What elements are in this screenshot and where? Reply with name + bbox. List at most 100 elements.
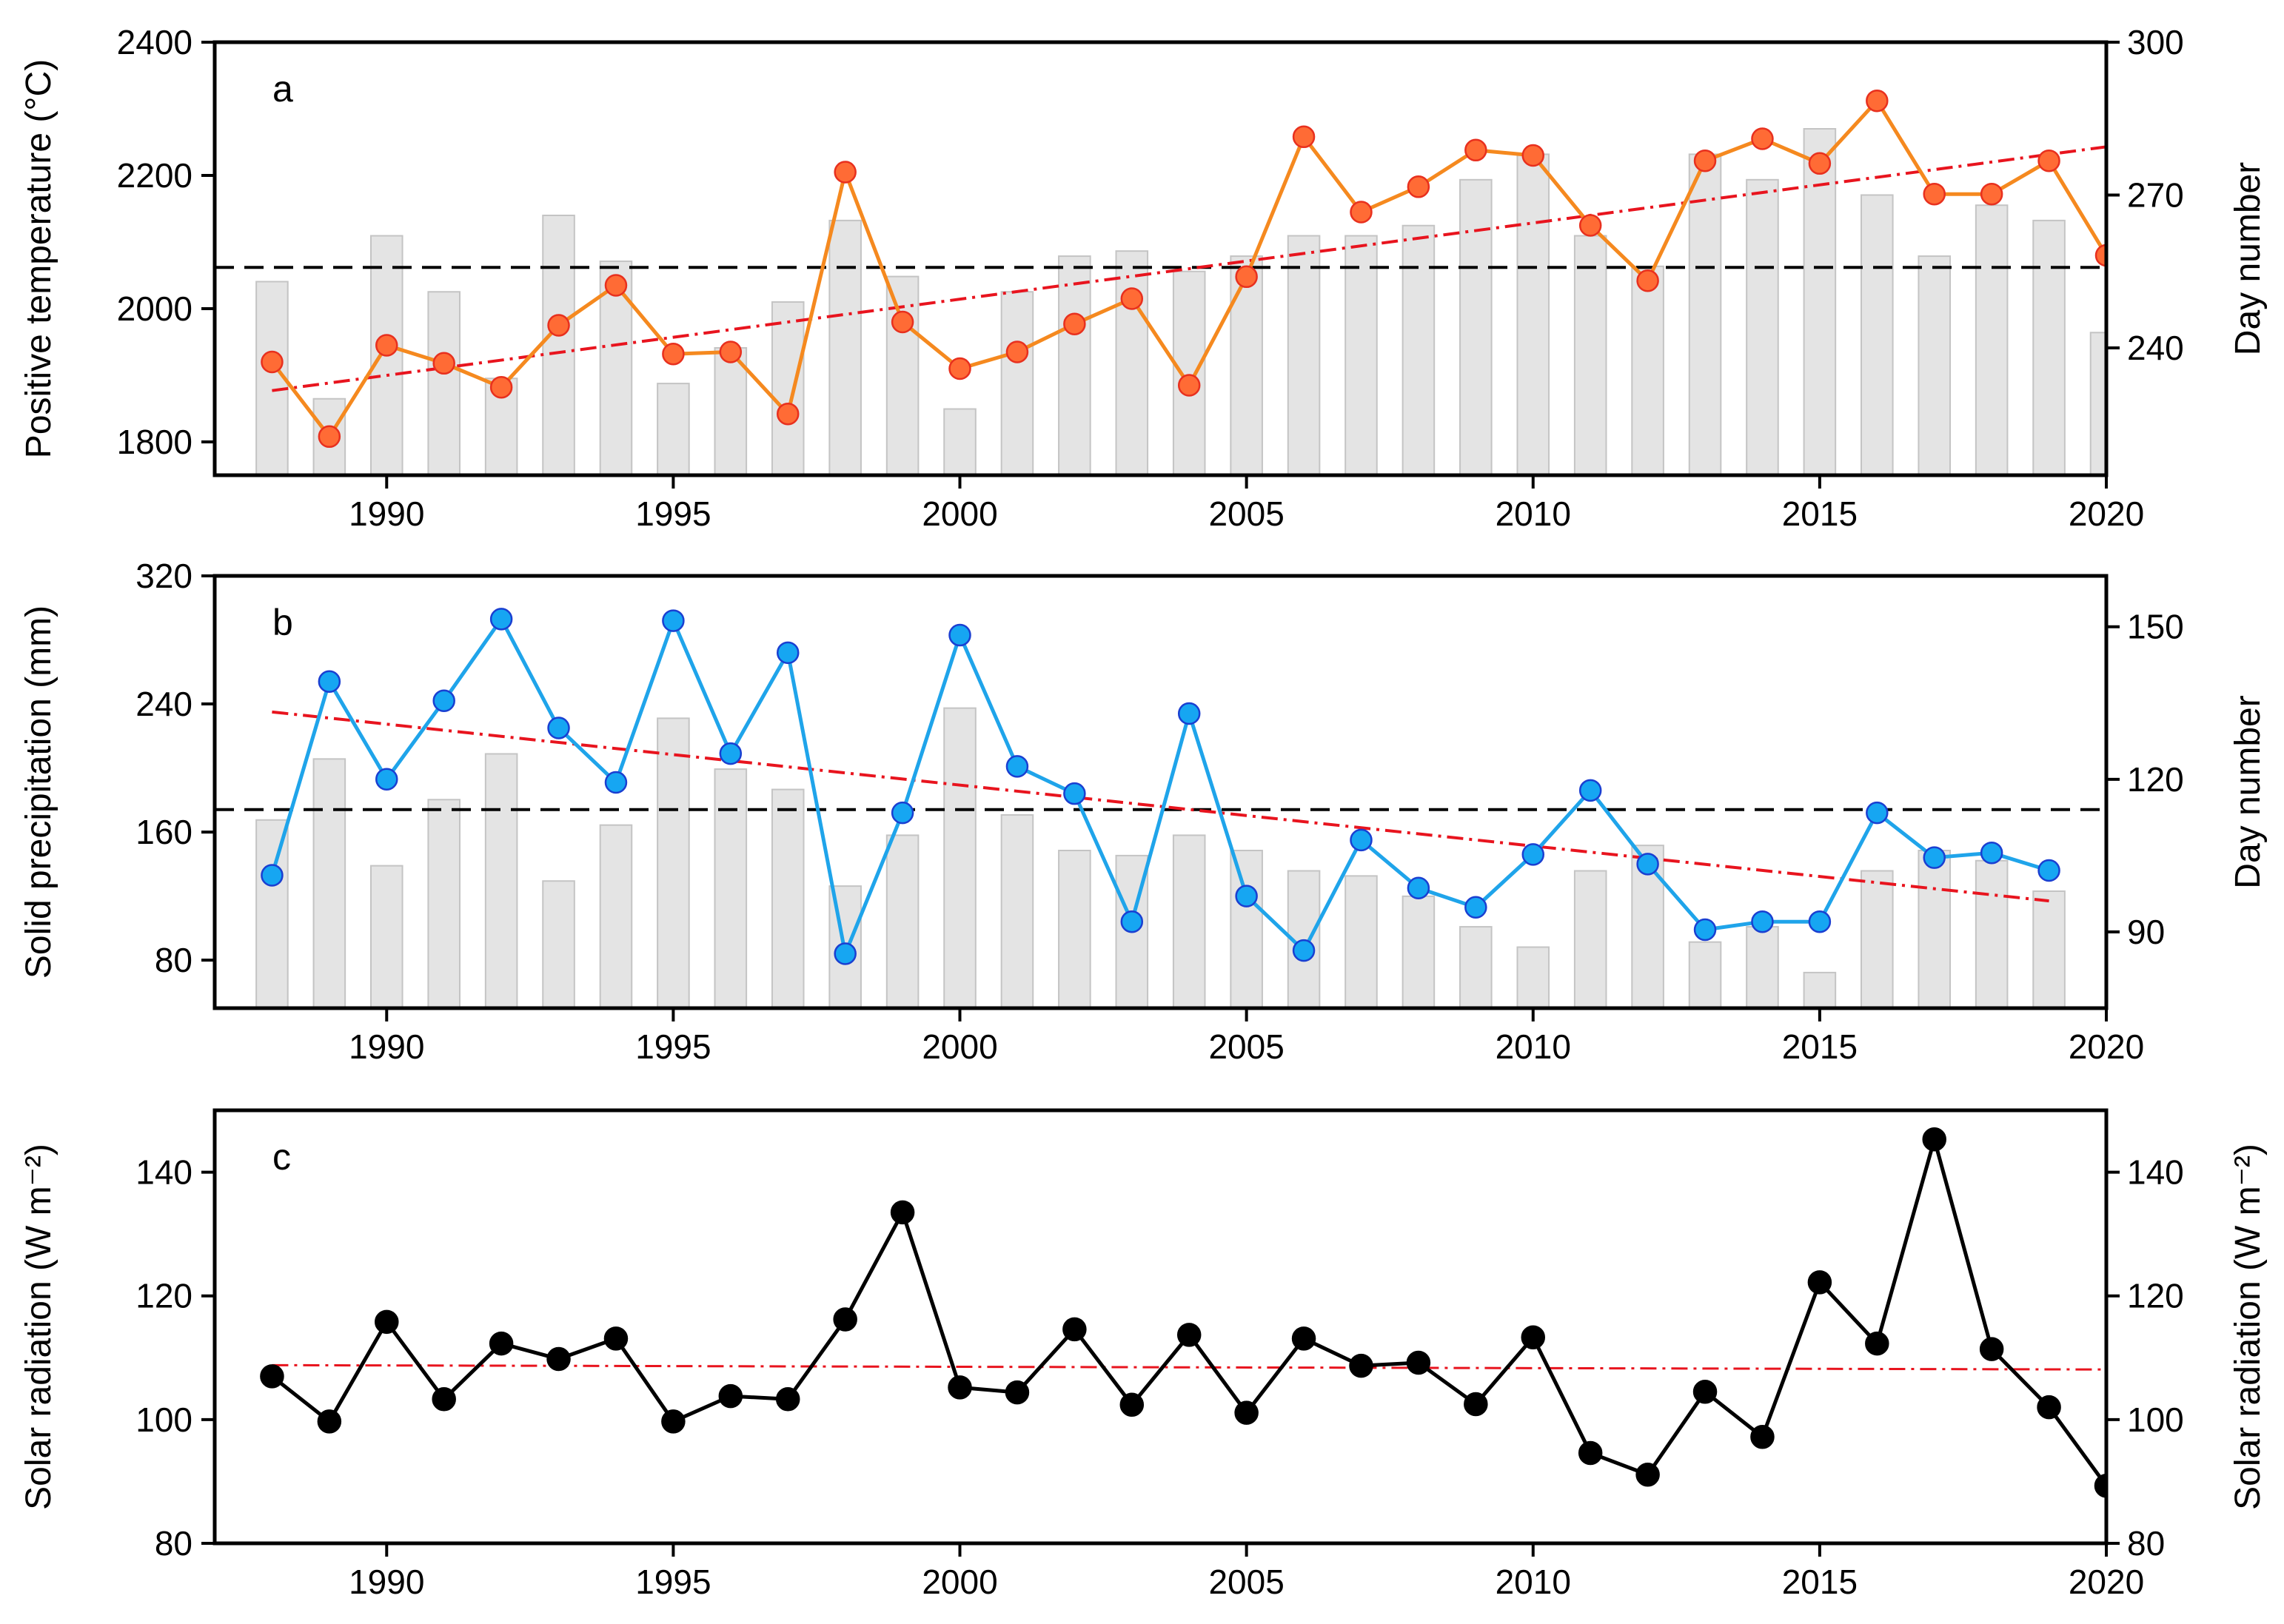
data-point-c-2001	[1005, 1380, 1030, 1405]
data-point-b-1989	[318, 670, 341, 694]
data-point-c-1989	[317, 1409, 342, 1434]
data-point-a-2008	[1407, 175, 1430, 198]
data-point-c-1988	[260, 1364, 284, 1389]
bar-day-number-a-2001	[1000, 291, 1034, 475]
data-point-a-2002	[1063, 312, 1086, 335]
bar-day-number-a-2016	[1861, 194, 1894, 475]
y-tick-label-a-2400: 2400	[117, 23, 192, 61]
x-tick-label-b-2005: 2005	[1208, 1027, 1284, 1066]
data-point-b-2005	[1235, 885, 1258, 907]
plot-area-a	[215, 89, 2106, 475]
data-point-a-2010	[1521, 144, 1545, 167]
data-point-c-2005	[1234, 1400, 1259, 1425]
y-tick-label-c-80: 80	[155, 1524, 192, 1563]
bar-day-number-b-1996	[714, 768, 748, 1008]
data-point-c-2000	[948, 1375, 972, 1400]
bar-day-number-a-2010	[1516, 153, 1550, 475]
data-point-c-2007	[1349, 1353, 1373, 1378]
data-point-c-1993	[546, 1346, 571, 1372]
bar-day-number-b-2014	[1746, 926, 1779, 1008]
y-tick-label-c-120: 120	[135, 1277, 192, 1315]
y-tick-label-b-160: 160	[135, 813, 192, 851]
data-point-b-2019	[2037, 859, 2060, 882]
x-tick-label-b-2010: 2010	[1496, 1027, 1571, 1066]
bar-day-number-a-1997	[771, 301, 805, 475]
data-point-a-2006	[1292, 125, 1316, 149]
data-point-b-2016	[1866, 801, 1889, 825]
y2-tick-label-c-80: 80	[2127, 1524, 2165, 1563]
x-tick-label-c-2000: 2000	[922, 1563, 997, 1601]
data-point-b-2012	[1636, 853, 1659, 876]
bar-day-number-b-1999	[885, 834, 920, 1008]
y-tick-label-a-2200: 2200	[117, 156, 192, 195]
bar-day-number-a-2009	[1459, 178, 1493, 475]
data-point-c-2008	[1406, 1350, 1431, 1375]
y2-tick-label-b-90: 90	[2127, 913, 2165, 951]
y-tick-label-a-1800: 1800	[117, 423, 192, 461]
data-point-b-2004	[1177, 702, 1201, 725]
data-point-c-2002	[1062, 1317, 1087, 1342]
bar-day-number-a-2008	[1401, 224, 1436, 475]
bar-day-number-b-1988	[255, 819, 289, 1008]
data-point-b-2006	[1292, 939, 1316, 962]
y-tick-label-b-320: 320	[135, 557, 192, 595]
bar-day-number-b-2016	[1861, 870, 1894, 1008]
x-tick-label-c-2020: 2020	[2069, 1563, 2144, 1601]
y2-tick-label-a-270: 270	[2127, 175, 2184, 214]
trend-line-c	[272, 1363, 2106, 1371]
data-point-b-1992	[489, 608, 513, 631]
y-tick-label-a-2000: 2000	[117, 289, 192, 328]
bar-day-number-b-1989	[312, 758, 346, 1008]
panel-b-solid-precipitation: 1990 1995 2000 2005 2010 2015 2020 80 160 240 320 9…	[19, 557, 2268, 1066]
data-point-a-2017	[1923, 182, 1946, 206]
bar-day-number-b-2015	[1803, 971, 1837, 1008]
bar-day-number-a-2013	[1688, 153, 1722, 475]
trend-line-b	[272, 710, 2049, 903]
bar-day-number-b-2004	[1172, 834, 1206, 1008]
data-point-a-1999	[891, 310, 914, 334]
data-point-b-1998	[834, 942, 857, 965]
x-tick-label-a-1995: 1995	[635, 494, 711, 533]
data-point-a-1997	[776, 402, 800, 426]
data-point-b-2001	[1005, 755, 1029, 778]
y2-tick-label-a-300: 300	[2127, 23, 2184, 61]
bar-day-number-a-2019	[2032, 219, 2066, 475]
bar-day-number-a-1996	[714, 346, 748, 475]
data-point-b-2000	[948, 623, 971, 647]
y-tick-label-c-140: 140	[135, 1153, 192, 1192]
y-tick-label-c-100: 100	[135, 1400, 192, 1439]
data-point-c-1991	[432, 1387, 456, 1412]
bar-day-number-a-2006	[1287, 235, 1321, 475]
data-point-c-2017	[1922, 1127, 1946, 1152]
data-point-c-2010	[1521, 1325, 1546, 1349]
data-point-b-1995	[662, 609, 685, 632]
bar-day-number-b-2001	[1000, 813, 1034, 1008]
x-tick-label-b-2020: 2020	[2069, 1027, 2144, 1066]
panel-a-positive-temperature: 1990 1995 2000 2005 2010 2015 2020 1800 2000 2200…	[19, 23, 2268, 533]
y-axis-label-c: Solar radiation (W m⁻²)	[19, 1144, 58, 1510]
y-axis-label-b: Solid precipitation (mm)	[19, 605, 58, 979]
data-point-a-2001	[1005, 340, 1029, 363]
data-point-b-2011	[1578, 779, 1602, 802]
data-point-a-1993	[547, 314, 570, 337]
data-point-a-1990	[375, 334, 398, 357]
data-point-a-1989	[318, 425, 341, 449]
x-tick-label-c-2010: 2010	[1496, 1563, 1571, 1601]
bar-day-number-b-2009	[1459, 926, 1493, 1008]
bar-day-number-a-2014	[1746, 178, 1779, 475]
plot-frame-b	[212, 574, 2109, 1010]
bar-day-number-a-2005	[1230, 255, 1263, 475]
data-point-b-1999	[891, 801, 914, 825]
data-point-c-1992	[489, 1331, 514, 1356]
bar-day-number-a-1993	[542, 215, 575, 475]
panel-letter-b: b	[272, 602, 293, 643]
x-tick-label-b-2000: 2000	[922, 1027, 997, 1066]
bar-day-number-b-2013	[1688, 941, 1722, 1008]
data-point-a-1991	[432, 352, 455, 375]
data-point-a-2015	[1808, 152, 1832, 175]
data-point-a-1994	[604, 274, 628, 297]
x-tick-label-c-1995: 1995	[635, 1563, 711, 1601]
bar-day-number-b-2011	[1573, 870, 1607, 1008]
data-point-a-2018	[1980, 182, 2003, 206]
